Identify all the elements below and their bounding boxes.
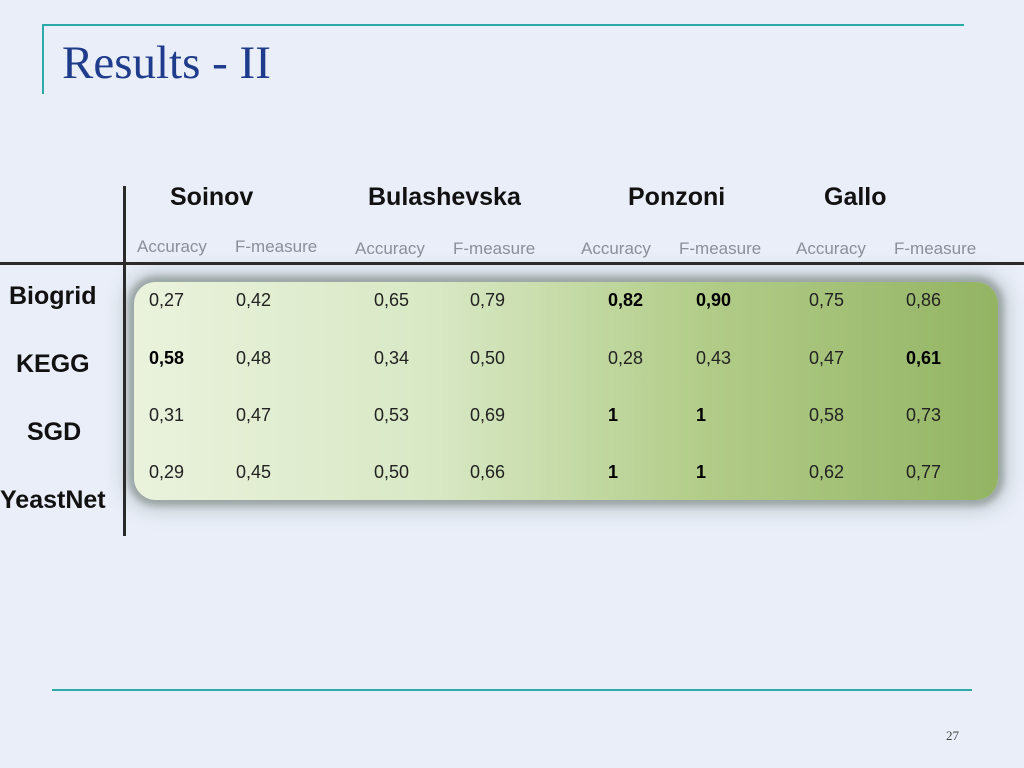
- metric-label-fmeasure: F-measure: [894, 239, 977, 258]
- table-cell: 0,73: [906, 405, 942, 425]
- metric-label-fmeasure: F-measure: [453, 239, 536, 258]
- metric-label-fmeasure: F-measure: [235, 237, 318, 256]
- table-cell: 0,58: [149, 348, 185, 368]
- table-vertical-rule: [123, 186, 126, 536]
- bottom-divider: [52, 689, 972, 691]
- table-cell: 0,42: [236, 290, 272, 310]
- group-header-ponzoni: Ponzoni: [628, 183, 726, 211]
- table-cell: 0,47: [236, 405, 272, 425]
- title-accent-bar: [42, 26, 44, 94]
- table-cell: 0,77: [906, 462, 942, 482]
- page-number: 27: [946, 728, 959, 743]
- row-label-kegg: KEGG: [16, 350, 90, 378]
- table-cell: 0,69: [470, 405, 506, 425]
- table-cell: 0,28: [608, 348, 644, 368]
- table-cell: 0,90: [696, 290, 732, 310]
- table-cell: 0,27: [149, 290, 185, 310]
- group-header-soinov: Soinov: [170, 183, 254, 211]
- table-cell: 0,43: [696, 348, 732, 368]
- metric-label-accuracy: Accuracy: [581, 239, 651, 258]
- table-cell: 0,62: [809, 462, 845, 482]
- table-cell: 0,86: [906, 290, 942, 310]
- group-header-bulashevska: Bulashevska: [368, 183, 521, 211]
- table-cell: 0,61: [906, 348, 942, 368]
- table-cell: 0,47: [809, 348, 845, 368]
- table-cell: 0,48: [236, 348, 272, 368]
- row-label-biogrid: Biogrid: [9, 282, 97, 310]
- table-cell: 1: [696, 462, 707, 482]
- table-cell: 0,45: [236, 462, 272, 482]
- table-cell: 0,50: [374, 462, 410, 482]
- table-cell: 0,66: [470, 462, 506, 482]
- slide-title: Results - II: [62, 37, 271, 89]
- table-cell: 0,53: [374, 405, 410, 425]
- table-cell: 0,79: [470, 290, 506, 310]
- top-divider: [42, 24, 964, 26]
- metric-label-accuracy: Accuracy: [796, 239, 866, 258]
- table-cell: 0,34: [374, 348, 410, 368]
- table-cell: 0,29: [149, 462, 185, 482]
- table-cell: 1: [696, 405, 707, 425]
- metric-label-accuracy: Accuracy: [355, 239, 425, 258]
- table-cell: 0,31: [149, 405, 185, 425]
- table-cell: 1: [608, 462, 619, 482]
- table-cell: 0,58: [809, 405, 845, 425]
- results-highlight-panel: [134, 282, 998, 500]
- table-cell: 0,50: [470, 348, 506, 368]
- row-label-yeastnet: YeastNet: [0, 486, 106, 514]
- metric-label-fmeasure: F-measure: [679, 239, 762, 258]
- table-cell: 0,75: [809, 290, 845, 310]
- table-horizontal-rule: [0, 262, 1024, 265]
- row-label-sgd: SGD: [27, 418, 82, 446]
- table-cell: 1: [608, 405, 619, 425]
- metric-label-accuracy: Accuracy: [137, 237, 207, 256]
- group-header-gallo: Gallo: [824, 183, 887, 211]
- table-cell: 0,82: [608, 290, 644, 310]
- table-cell: 0,65: [374, 290, 410, 310]
